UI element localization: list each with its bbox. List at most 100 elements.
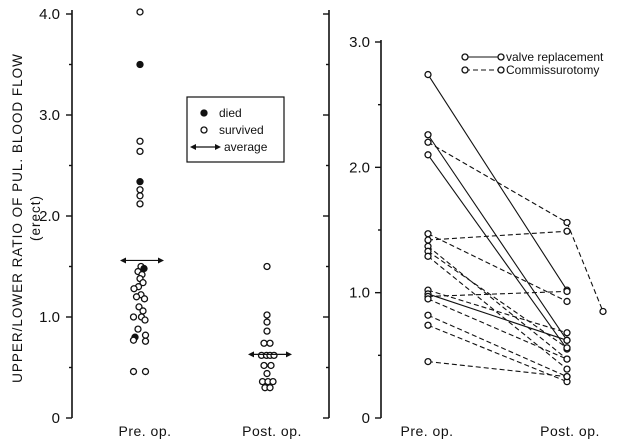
pre-op-point [424,252,432,260]
right-y-tick-label: 1.0 [349,285,370,302]
post-op-point [563,287,571,296]
left-category-label-pre: Pre. op. [118,423,171,439]
pre-op-point [424,70,432,79]
pre-op-point [424,321,432,329]
commissurotomy-line [427,141,568,223]
data-point-died [136,178,144,186]
commissurotomy-line [427,324,568,383]
data-point-survived [270,351,278,360]
valve-replacement-line [427,134,568,341]
post-op-point [563,297,571,306]
data-point-survived [140,295,149,303]
data-point-survived [266,384,274,392]
legend-valve-label: valve replacement [506,50,604,64]
legend-comm-marker-start [461,66,469,74]
legend-comm-marker-end [497,66,505,74]
legend-comm-label: Commissurotomy [506,63,599,77]
legend-died-label: died [219,106,242,120]
legend-died-marker [200,109,208,117]
y-axis-label-line1: UPPER/LOWER RATIO OF PUL. BLOOD FLOW [10,53,25,383]
left-y-tick-label: 0 [52,410,60,427]
pre-op-point [424,357,432,366]
right-y-tick-label: 2.0 [349,159,370,176]
data-point-survived [263,369,271,378]
data-point-survived [267,361,275,370]
right-legend: valve replacement Commissurotomy [461,50,604,77]
pre-op-point [424,295,432,303]
y-axis-label-line2: (erect) [28,195,43,241]
data-point-survived [136,186,144,194]
data-point-survived [136,8,144,16]
right-category-label-post: Post. op. [540,423,600,439]
data-point-survived [260,339,268,347]
data-point-survived [263,262,271,271]
data-point-survived [269,377,277,386]
legend-average-arrow-left-head [190,144,196,150]
left-y-tick-label: 3.0 [39,107,60,124]
commissurotomy-line [427,314,568,378]
commissurotomy-extra-line [566,222,604,312]
post-op-point [563,329,571,337]
y-axis-label: UPPER/LOWER RATIO OF PUL. BLOOD FLOW (er… [10,53,43,383]
valve-replacement-line [427,154,568,350]
post-op-point [563,336,571,344]
post-op-point [563,344,571,352]
data-point-survived [129,313,138,321]
average-marker-left-head [248,351,254,358]
data-point-survived [141,367,150,376]
right-line-chart: 0 1.0 2.0 3.0 Pre. op. Post. op. valve repl… [349,34,607,439]
left-y-tick-label: 1.0 [39,309,60,326]
left-y-tick-label: 4.0 [39,6,60,23]
data-point-survived [132,293,141,301]
data-point-survived [139,307,147,315]
data-point-survived [260,361,268,370]
commissurotomy-line [427,250,568,349]
pre-op-point [424,138,432,146]
data-point-survived [136,200,144,208]
data-point-survived [136,147,144,156]
post-op-point [563,355,571,363]
commissurotomy-line [427,298,568,360]
commissurotomy-line [427,290,568,297]
left-category-label-post: Post. op. [242,423,302,439]
left-y-tick-label: 2.0 [39,208,60,225]
data-point-survived [263,327,271,335]
post-op-point [563,372,571,381]
average-marker-right-head [158,257,164,264]
right-y-tick-label: 0 [362,410,370,427]
right-category-label-pre: Pre. op. [400,423,453,439]
commissurotomy-line [427,255,568,370]
data-point-survived [129,367,138,376]
pre-op-point [424,311,432,319]
pre-op-point [424,236,432,244]
commissurotomy-line [427,233,568,302]
extra-point [599,307,607,316]
legend-survived-label: survived [219,123,264,137]
data-point-survived [130,285,138,293]
data-point-survived [141,337,150,345]
data-point-survived [134,325,142,333]
data-point-survived [263,311,271,319]
legend-survived-marker [200,126,208,134]
data-point-survived [266,339,274,347]
legend-valve-marker-end [497,53,505,61]
data-point-survived [139,279,147,287]
right-y-tick-label: 3.0 [349,34,370,51]
data-point-died [140,264,148,273]
left-scatter-chart: 0 1.0 2.0 3.0 4.0 Pre. op. Post. op. died su… [39,6,330,439]
legend-valve-marker-start [461,53,469,61]
average-marker-left-head [120,257,126,264]
commissurotomy-line [427,230,568,241]
average-marker-right-head [286,351,292,358]
commissurotomy-line [427,245,568,360]
data-point-survived [129,336,138,344]
commissurotomy-line [427,361,568,378]
pre-op-point [424,131,432,139]
left-legend: died survived average [186,96,285,163]
data-point-survived [136,192,144,200]
pre-op-point [424,230,432,238]
legend-average-arrow-right-head [215,144,221,150]
post-op-point [563,218,571,227]
commissurotomy-line [427,289,568,334]
